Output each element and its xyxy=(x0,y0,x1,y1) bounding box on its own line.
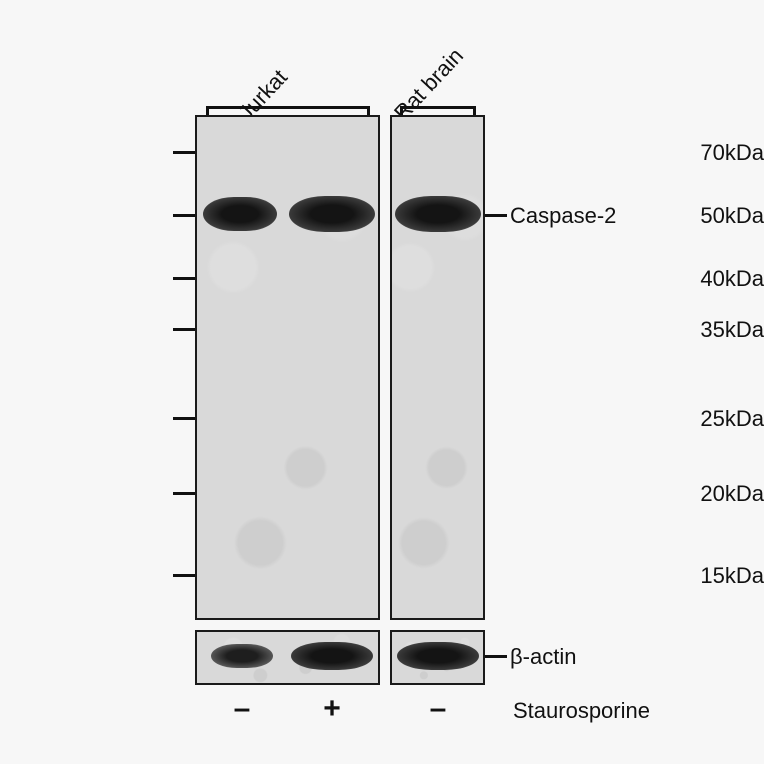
treatment-jurkat-minus: – xyxy=(234,692,251,726)
right-tick-actin xyxy=(485,655,507,658)
blot-panel-rat-brain xyxy=(390,115,485,620)
ladder-label-50: 50kDa xyxy=(594,203,764,229)
band-actin-jurkat-minus xyxy=(211,644,273,668)
ladder-tick-70 xyxy=(173,151,195,154)
band-actin-jurkat-plus xyxy=(291,642,373,670)
ladder-label-40: 40kDa xyxy=(594,266,764,292)
ladder-label-25: 25kDa xyxy=(594,406,764,432)
ladder-label-20: 20kDa xyxy=(594,481,764,507)
band-caspase2-jurkat-minus xyxy=(203,197,277,231)
ladder-label-35: 35kDa xyxy=(594,317,764,343)
ladder-tick-50 xyxy=(173,214,195,217)
right-label-actin: β-actin xyxy=(510,644,576,670)
ladder-tick-25 xyxy=(173,417,195,420)
ladder-label-15: 15kDa xyxy=(594,563,764,589)
right-label-caspase2: Caspase-2 xyxy=(510,203,616,229)
ladder-tick-35 xyxy=(173,328,195,331)
right-tick-caspase2 xyxy=(485,214,507,217)
band-caspase2-rat-brain xyxy=(395,196,481,232)
treatment-jurkat-plus: + xyxy=(323,692,341,726)
treatment-rat-brain: – xyxy=(430,692,447,726)
ladder-label-70: 70kDa xyxy=(594,140,764,166)
treatment-label: Staurosporine xyxy=(513,698,650,724)
band-caspase2-jurkat-plus xyxy=(289,196,375,232)
ladder-tick-40 xyxy=(173,277,195,280)
western-blot-figure: Jurkat Rat brain 70kDa 50kDa 40kDa 35kDa… xyxy=(0,0,764,764)
band-actin-rat-brain xyxy=(397,642,479,670)
bracket-jurkat xyxy=(206,106,370,109)
ladder-tick-20 xyxy=(173,492,195,495)
blot-panel-jurkat xyxy=(195,115,380,620)
ladder-tick-15 xyxy=(173,574,195,577)
bracket-rat-brain xyxy=(400,106,476,109)
